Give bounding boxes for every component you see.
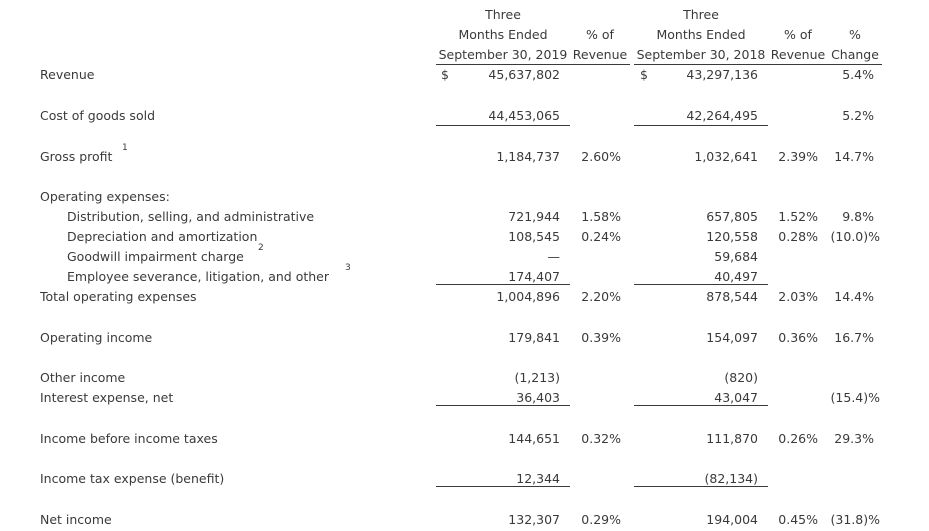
value-2018: 878,544 — [706, 289, 758, 304]
header-underline — [768, 64, 828, 65]
header-col2-line-2: Months Ended — [656, 27, 746, 42]
header-underline — [828, 64, 882, 65]
percent-revenue-2018: 0.36% — [778, 330, 818, 345]
percent-change: 9.8% — [842, 209, 874, 224]
row-label-net: Net income — [40, 512, 112, 527]
header-underline — [436, 64, 570, 65]
percent-change: (15.4)% — [830, 390, 880, 405]
value-2018: 40,497 — [714, 269, 758, 284]
value-2018: 194,004 — [706, 512, 758, 527]
value-2019: 44,453,065 — [488, 108, 560, 123]
header-col1-line-2: Months Ended — [458, 27, 548, 42]
percent-revenue-2018: 0.26% — [778, 431, 818, 446]
value-2019: 45,637,802 — [488, 67, 560, 82]
row-label-opex_header: Operating expenses: — [40, 189, 170, 204]
value-2018: 154,097 — [706, 330, 758, 345]
row-label-total_opex: Total operating expenses — [40, 289, 197, 304]
header-underline — [634, 64, 768, 65]
percent-change: 5.2% — [842, 108, 874, 123]
row-label-dep: Depreciation and amortization — [67, 229, 258, 244]
value-2019: 36,403 — [516, 390, 560, 405]
header-col2-line-3: September 30, 2018 — [636, 47, 766, 62]
value-2018: 1,032,641 — [694, 149, 758, 164]
row-label-opinc: Operating income — [40, 330, 153, 345]
header-pct2-line-2: Revenue — [770, 47, 826, 62]
value-2019: 132,307 — [508, 512, 560, 527]
percent-revenue-2018: 2.03% — [778, 289, 818, 304]
subtotal-underline-2019 — [436, 405, 570, 406]
percent-change: 16.7% — [834, 330, 874, 345]
subtotal-underline-2018 — [634, 405, 768, 406]
percent-revenue-2019: 0.24% — [581, 229, 621, 244]
value-2019: 1,184,737 — [496, 149, 560, 164]
row-label-cogs: Cost of goods sold — [40, 108, 156, 123]
header-chg-line-1: % — [849, 27, 861, 42]
percent-revenue-2019: 2.20% — [581, 289, 621, 304]
row-label-revenue: Revenue — [40, 67, 95, 82]
row-label-interest: Interest expense, net — [40, 390, 174, 405]
row-label-tax: Income tax expense (benefit) — [40, 471, 225, 486]
value-2019: (1,213) — [514, 370, 560, 385]
percent-revenue-2018: 1.52% — [778, 209, 818, 224]
header-underline — [570, 64, 630, 65]
percent-change: (10.0)% — [830, 229, 880, 244]
row-label-gross: Gross profit — [40, 149, 113, 164]
value-2018: 59,684 — [714, 249, 758, 264]
subtotal-underline-2019 — [436, 125, 570, 126]
value-2019: 1,004,896 — [496, 289, 560, 304]
header-pct1-line-2: Revenue — [572, 47, 628, 62]
subtotal-underline-2018 — [634, 125, 768, 126]
value-2019: — — [547, 249, 561, 264]
value-2018: (820) — [724, 370, 758, 385]
percent-revenue-2018: 0.45% — [778, 512, 818, 527]
row-label-other: Other income — [40, 370, 126, 385]
currency-symbol: $ — [441, 67, 449, 82]
percent-change: 5.4% — [842, 67, 874, 82]
header-chg-line-2: Change — [831, 47, 879, 62]
subtotal-underline-2018 — [634, 486, 768, 487]
value-2019: 12,344 — [516, 471, 560, 486]
header-pct1-line-1: % of — [586, 27, 614, 42]
percent-revenue-2018: 0.28% — [778, 229, 818, 244]
header-col1-line-3: September 30, 2019 — [438, 47, 568, 62]
percent-revenue-2019: 2.60% — [581, 149, 621, 164]
percent-revenue-2019: 1.58% — [581, 209, 621, 224]
footnote-marker: 2 — [258, 243, 264, 253]
percent-revenue-2019: 0.32% — [581, 431, 621, 446]
row-label-goodwill: Goodwill impairment charge — [67, 249, 244, 264]
header-col1-line-1: Three — [485, 7, 521, 22]
percent-change: 14.7% — [834, 149, 874, 164]
footnote-marker: 3 — [345, 263, 351, 273]
percent-revenue-2018: 2.39% — [778, 149, 818, 164]
subtotal-underline-2019 — [436, 486, 570, 487]
value-2019: 108,545 — [508, 229, 560, 244]
percent-revenue-2019: 0.39% — [581, 330, 621, 345]
value-2018: 43,297,136 — [686, 67, 758, 82]
footnote-marker: 1 — [122, 143, 128, 153]
row-label-severance: Employee severance, litigation, and othe… — [67, 269, 329, 284]
value-2018: 111,870 — [706, 431, 758, 446]
subtotal-underline-2018 — [634, 284, 768, 285]
value-2019: 179,841 — [508, 330, 560, 345]
subtotal-underline-label — [436, 284, 570, 285]
header-col2-line-1: Three — [683, 7, 719, 22]
value-2018: 657,805 — [706, 209, 758, 224]
percent-change: 29.3% — [834, 431, 874, 446]
percent-revenue-2019: 0.29% — [581, 512, 621, 527]
row-label-pretax: Income before income taxes — [40, 431, 218, 446]
value-2019: 144,651 — [508, 431, 560, 446]
percent-change: 14.4% — [834, 289, 874, 304]
currency-symbol: $ — [640, 67, 648, 82]
value-2018: 42,264,495 — [686, 108, 758, 123]
value-2018: (82,134) — [704, 471, 759, 486]
value-2019: 174,407 — [508, 269, 560, 284]
percent-change: (31.8)% — [830, 512, 880, 527]
value-2018: 43,047 — [714, 390, 758, 405]
value-2018: 120,558 — [706, 229, 758, 244]
header-pct2-line-1: % of — [784, 27, 812, 42]
value-2019: 721,944 — [508, 209, 560, 224]
row-label-dist: Distribution, selling, and administrativ… — [67, 209, 315, 224]
